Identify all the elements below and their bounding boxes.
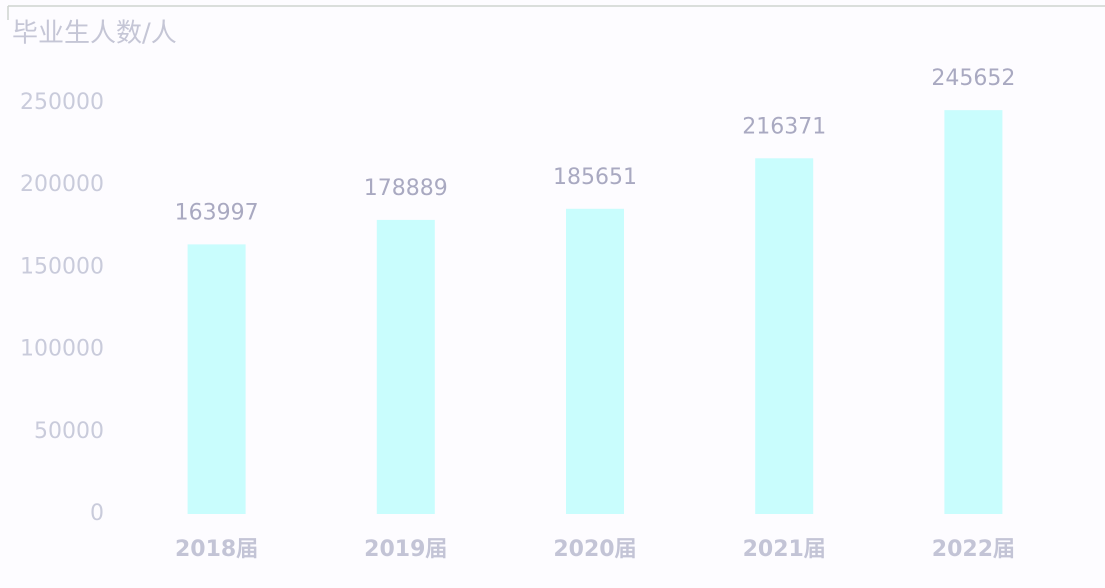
y-tick-label: 250000 <box>20 90 104 115</box>
y-tick-label: 0 <box>90 501 104 526</box>
value-label: 185651 <box>553 165 637 190</box>
bar <box>944 110 1003 515</box>
bar <box>376 219 435 514</box>
bar <box>566 208 624 515</box>
x-tick-label: 2018届 <box>175 537 258 562</box>
bar <box>187 244 246 515</box>
x-tick-label: 2022届 <box>932 537 1015 562</box>
value-label: 178889 <box>364 176 448 201</box>
chart-title: 毕业生人数/人 <box>12 19 177 49</box>
value-label: 216371 <box>742 114 826 139</box>
y-tick-label: 50000 <box>34 419 104 444</box>
y-tick-label: 150000 <box>20 254 104 279</box>
bar <box>755 158 814 514</box>
value-label: 245652 <box>931 66 1015 91</box>
y-tick-label: 100000 <box>20 337 104 362</box>
x-tick-label: 2021届 <box>743 537 826 562</box>
y-tick-label: 200000 <box>20 172 104 197</box>
x-tick-label: 2020届 <box>553 537 636 562</box>
x-tick-label: 2019届 <box>364 537 447 562</box>
value-label: 163997 <box>175 200 259 225</box>
